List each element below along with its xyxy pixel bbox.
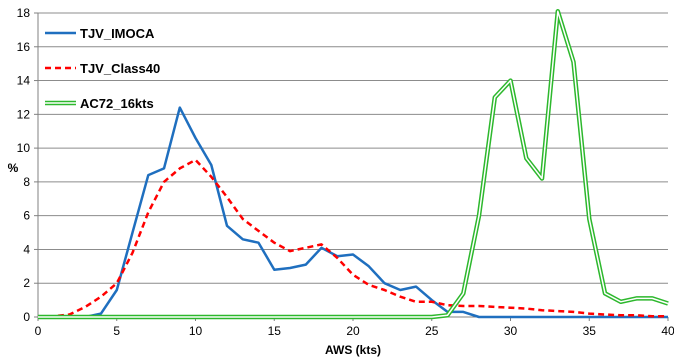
y-tick-label: 4 xyxy=(23,242,30,256)
legend-item-tjv-class40: TJV_Class40 xyxy=(45,61,160,76)
legend: TJV_IMOCA TJV_Class40 AC72_16kts xyxy=(45,26,160,111)
x-axis-title: AWS (kts) xyxy=(325,343,381,357)
y-tick-label: 2 xyxy=(23,276,30,290)
y-tick-label: 18 xyxy=(17,6,31,20)
x-tick-label: 35 xyxy=(583,324,597,338)
legend-item-tjv-imoca: TJV_IMOCA xyxy=(45,26,155,41)
legend-label: AC72_16kts xyxy=(80,96,154,111)
series-line-tjv-imoca xyxy=(38,106,668,319)
y-tick-label: 14 xyxy=(17,74,31,88)
y-tick-label: 10 xyxy=(17,141,31,155)
axes: 0 2 4 6 8 10 12 14 16 18 0 5 10 15 20 25 30 35 40 xyxy=(17,6,674,338)
y-axis-title: % xyxy=(8,161,19,175)
y-tick-label: 12 xyxy=(17,107,31,121)
series-line-ac72-16kts-outer xyxy=(38,9,669,320)
y-tick-label: 6 xyxy=(23,209,30,223)
x-tick-label: 30 xyxy=(504,324,518,338)
x-tick-label: 25 xyxy=(425,324,439,338)
legend-label: TJV_Class40 xyxy=(80,61,160,76)
y-tick-label: 16 xyxy=(17,40,31,54)
y-tick-label: 0 xyxy=(23,310,30,324)
y-tick-label: 8 xyxy=(23,175,30,189)
x-tick-label: 0 xyxy=(35,324,42,338)
series-line-tjv-class40 xyxy=(37,158,668,319)
gridlines xyxy=(38,12,668,284)
x-tick-label: 5 xyxy=(113,324,120,338)
series-lines xyxy=(37,9,669,320)
x-tick-label: 15 xyxy=(268,324,282,338)
series-line-ac72-16kts xyxy=(38,9,669,320)
legend-item-ac72-16kts: AC72_16kts xyxy=(45,96,154,111)
x-tick-label: 20 xyxy=(346,324,360,338)
x-tick-label: 40 xyxy=(661,324,674,338)
legend-label: TJV_IMOCA xyxy=(80,26,155,41)
x-tick-label: 10 xyxy=(189,324,203,338)
series-line-ac72-16kts-inner xyxy=(38,10,669,318)
